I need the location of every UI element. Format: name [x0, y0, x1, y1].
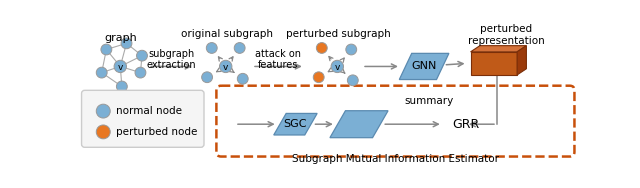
Circle shape [96, 67, 107, 78]
Polygon shape [399, 53, 449, 80]
Text: attack on
features: attack on features [255, 49, 301, 70]
Text: graph: graph [104, 33, 137, 43]
Circle shape [346, 44, 356, 55]
Polygon shape [470, 46, 527, 52]
Circle shape [135, 67, 146, 78]
Text: summary: summary [404, 96, 453, 106]
Text: perturbed
representation: perturbed representation [468, 24, 545, 46]
Circle shape [101, 44, 112, 55]
Text: original subgraph: original subgraph [181, 29, 273, 39]
Circle shape [121, 38, 132, 49]
Polygon shape [274, 113, 317, 135]
Circle shape [114, 60, 127, 73]
Text: v: v [118, 63, 123, 72]
Circle shape [136, 50, 147, 61]
Circle shape [316, 42, 327, 53]
Circle shape [96, 104, 110, 118]
Circle shape [237, 73, 248, 84]
Circle shape [313, 72, 324, 83]
Text: subgraph
extraction: subgraph extraction [147, 49, 196, 70]
Text: GRR: GRR [452, 118, 479, 131]
Circle shape [206, 42, 217, 53]
Text: Subgraph Mutual Information Estimator: Subgraph Mutual Information Estimator [292, 154, 499, 164]
FancyBboxPatch shape [81, 90, 204, 147]
Polygon shape [330, 111, 388, 138]
Polygon shape [470, 52, 517, 75]
Text: normal node: normal node [116, 106, 182, 116]
Circle shape [202, 72, 212, 83]
Circle shape [331, 60, 344, 73]
Circle shape [234, 42, 245, 53]
Text: SGC: SGC [284, 119, 307, 129]
Text: perturbed node: perturbed node [116, 127, 197, 137]
Text: v: v [223, 63, 228, 72]
Circle shape [220, 60, 232, 73]
Circle shape [348, 75, 358, 86]
Text: GNN: GNN [412, 61, 436, 71]
Polygon shape [517, 46, 527, 75]
Text: perturbed subgraph: perturbed subgraph [287, 29, 391, 39]
Circle shape [96, 125, 110, 139]
Circle shape [116, 81, 127, 92]
Text: v: v [335, 63, 340, 72]
